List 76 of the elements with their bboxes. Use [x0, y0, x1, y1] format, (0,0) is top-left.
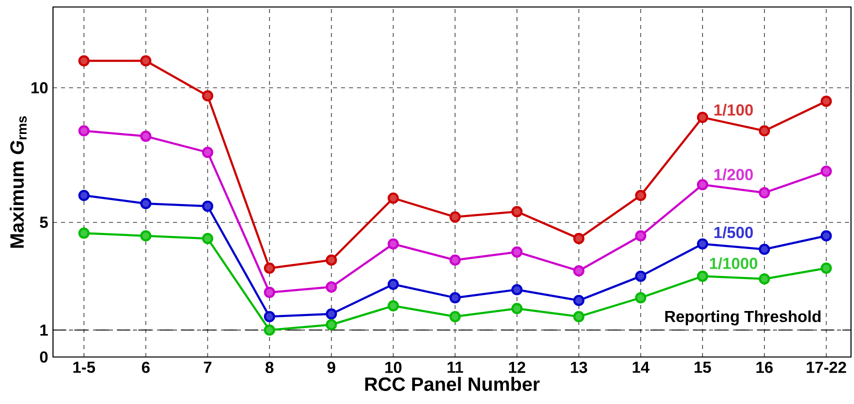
point	[202, 146, 214, 158]
x-tick-label: 15	[694, 362, 711, 373]
point	[449, 311, 461, 322]
point	[820, 96, 832, 107]
point	[326, 308, 337, 320]
point	[635, 190, 646, 202]
point	[326, 254, 337, 266]
y-tick-label: 0	[40, 351, 48, 363]
point	[573, 294, 584, 306]
point	[449, 292, 461, 304]
point	[573, 232, 584, 244]
point	[140, 130, 152, 142]
y-tick-label: 1	[40, 324, 48, 336]
x-tick-label: 17-22	[806, 362, 846, 373]
point	[264, 324, 276, 336]
x-tick-label: 6	[142, 362, 150, 374]
point	[758, 273, 770, 285]
point	[696, 112, 708, 123]
point	[388, 300, 399, 312]
point	[140, 230, 152, 242]
point	[696, 270, 708, 282]
point	[511, 246, 523, 258]
point	[326, 281, 337, 293]
x-tick-label: 13	[570, 362, 588, 374]
point	[758, 244, 770, 255]
point	[820, 230, 832, 242]
point	[78, 125, 90, 136]
point	[78, 228, 90, 239]
point	[696, 238, 708, 250]
x-tick-label: 16	[756, 362, 773, 374]
point	[388, 278, 399, 290]
point	[635, 230, 646, 242]
point	[573, 265, 584, 276]
point	[202, 200, 214, 212]
x-tick-label: 11	[448, 362, 464, 373]
point	[635, 270, 646, 282]
point	[635, 292, 646, 304]
x-tick-label: 1-5	[73, 362, 96, 373]
x-tick-label: 7	[204, 362, 212, 373]
series-label: 1/500	[714, 226, 753, 238]
point	[78, 55, 90, 66]
x-tick-label: 10	[385, 362, 402, 374]
point	[326, 319, 337, 330]
x-tick-label: 9	[327, 362, 336, 374]
point	[388, 192, 399, 204]
series-label: 1/100	[714, 104, 753, 116]
point	[696, 179, 708, 190]
point	[511, 284, 523, 296]
point	[202, 90, 214, 102]
point	[511, 302, 523, 314]
y-tick-label: 10	[31, 82, 48, 94]
point	[202, 232, 214, 244]
point	[820, 262, 832, 274]
x-tick-label: 14	[632, 362, 650, 373]
ref-line-label: Reporting Threshold	[665, 310, 820, 326]
point	[388, 238, 399, 250]
point	[264, 311, 276, 322]
series-label: 1/200	[714, 168, 753, 180]
point	[264, 286, 276, 298]
y-axis-title: Maximum G$_{rms}$	[10, 116, 27, 248]
x-tick-label: 12	[509, 362, 526, 373]
point	[758, 125, 770, 136]
point	[449, 211, 461, 223]
point	[511, 206, 523, 218]
point	[140, 198, 152, 210]
x-tick-label: 8	[266, 362, 274, 374]
point	[449, 254, 461, 266]
point	[264, 262, 276, 274]
point	[573, 311, 584, 322]
point	[758, 187, 770, 198]
series-label: 1/1000	[710, 257, 758, 270]
point	[140, 55, 152, 66]
point	[78, 190, 90, 202]
point	[820, 166, 832, 177]
y-tick-label: 5	[40, 216, 48, 228]
x-axis-title: RCC Panel Number	[365, 376, 540, 391]
